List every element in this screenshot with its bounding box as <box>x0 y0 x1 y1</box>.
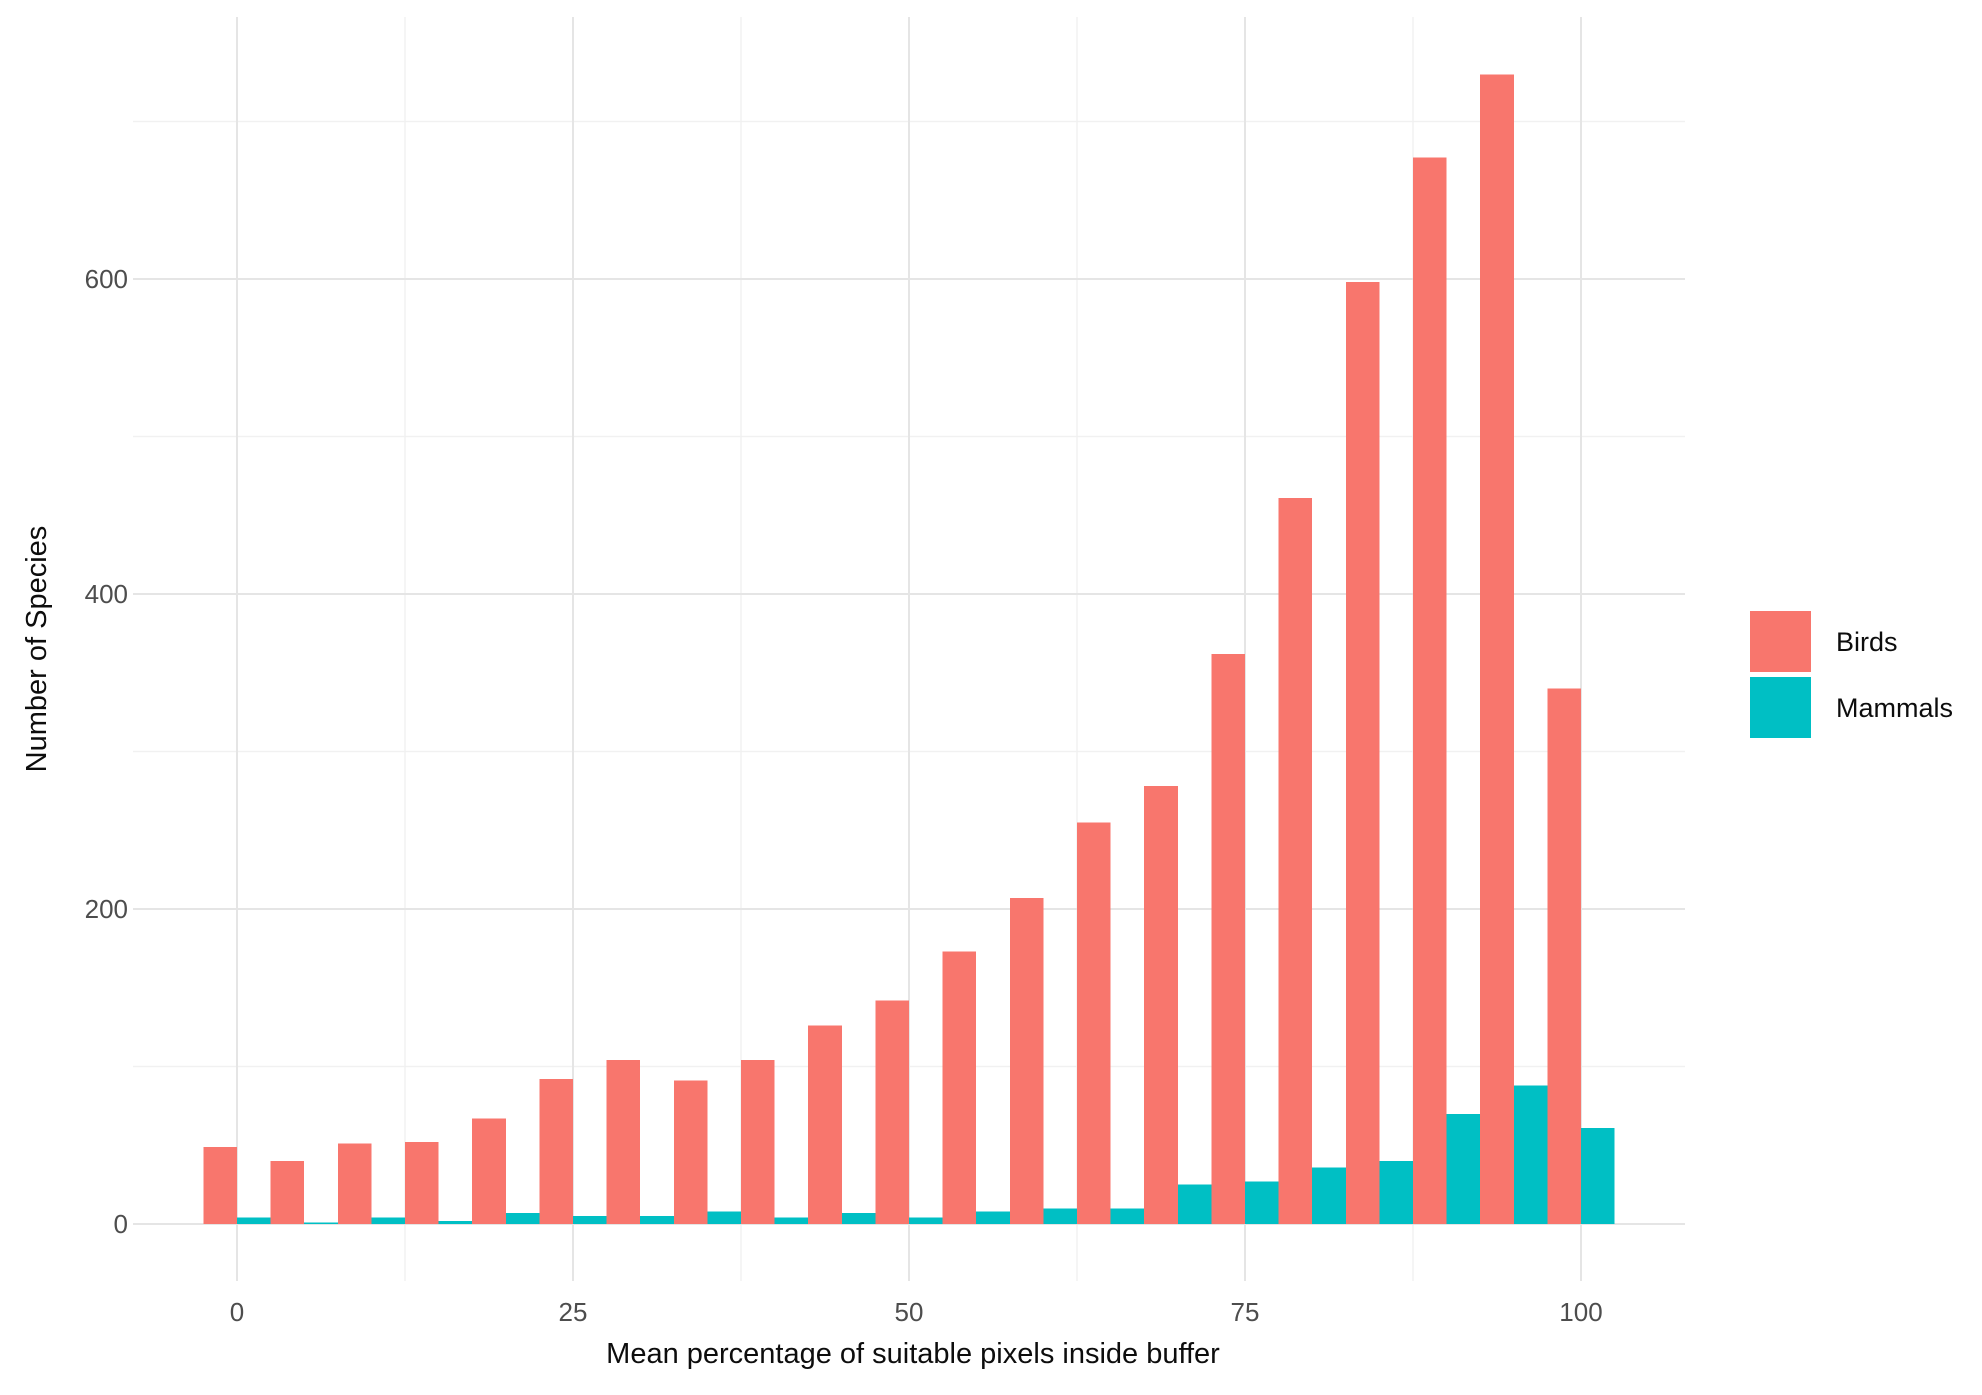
bar-mammals <box>841 1212 876 1224</box>
x-tick-label: 75 <box>1231 1297 1260 1327</box>
bar-mammals <box>774 1217 809 1224</box>
bar-birds <box>337 1143 372 1224</box>
bar-mammals <box>1446 1113 1481 1224</box>
x-axis-title: Mean percentage of suitable pixels insid… <box>606 1338 1220 1370</box>
x-axis-tick-labels: 0 25 50 75 100 <box>230 1297 1603 1327</box>
x-tick-label: 50 <box>895 1297 924 1327</box>
y-tick-label: 600 <box>85 264 128 294</box>
legend: Birds Mammals <box>1750 611 1953 738</box>
bar-mammals <box>1513 1085 1548 1224</box>
bar-mammals <box>304 1222 338 1224</box>
bars <box>203 74 1615 1225</box>
legend-label-birds: Birds <box>1836 627 1898 657</box>
bar-birds <box>741 1060 775 1224</box>
bar-mammals <box>371 1217 405 1224</box>
bar-mammals <box>237 1217 271 1224</box>
bar-mammals <box>909 1217 943 1224</box>
bar-birds <box>203 1146 237 1224</box>
bar-mammals <box>707 1211 741 1224</box>
y-axis-tick-labels: 0 200 400 600 <box>85 264 128 1239</box>
bar-mammals <box>1312 1167 1346 1224</box>
bar-birds <box>270 1161 305 1224</box>
y-tick-label: 400 <box>85 579 128 609</box>
bar-birds <box>1278 497 1313 1224</box>
bar-mammals <box>1379 1161 1413 1224</box>
bar-birds <box>673 1080 708 1224</box>
x-tick-label: 25 <box>559 1297 588 1327</box>
bar-mammals <box>1177 1184 1212 1224</box>
bar-birds <box>942 951 977 1224</box>
bar-birds <box>405 1142 439 1224</box>
bar-mammals <box>976 1211 1010 1224</box>
bar-birds <box>1211 653 1245 1224</box>
bar-birds <box>1009 897 1044 1224</box>
bar-birds <box>472 1118 506 1224</box>
bar-birds <box>808 1025 842 1224</box>
bar-mammals <box>1043 1208 1077 1224</box>
bar-mammals <box>1245 1181 1279 1224</box>
bar-mammals <box>573 1216 607 1224</box>
legend-label-mammals: Mammals <box>1836 693 1953 723</box>
bar-birds <box>1077 822 1111 1224</box>
y-tick-label: 0 <box>114 1209 128 1239</box>
bar-birds <box>539 1079 573 1224</box>
bar-birds <box>1547 688 1581 1224</box>
x-tick-label: 100 <box>1559 1297 1602 1327</box>
bar-birds <box>1345 282 1380 1224</box>
bar-mammals <box>1581 1127 1615 1224</box>
bar-mammals <box>640 1216 674 1224</box>
bar-mammals <box>1110 1208 1145 1224</box>
bar-mammals <box>505 1212 540 1224</box>
bar-birds <box>875 1000 909 1224</box>
y-tick-label: 200 <box>85 894 128 924</box>
legend-swatch-mammals <box>1750 677 1811 738</box>
legend-swatch-birds <box>1750 611 1811 672</box>
bar-mammals <box>438 1220 473 1224</box>
bar-birds <box>1413 157 1447 1225</box>
bar-birds <box>1144 786 1178 1224</box>
x-tick-label: 0 <box>230 1297 244 1327</box>
bar-birds <box>1480 74 1514 1224</box>
bar-birds <box>606 1060 641 1224</box>
y-axis-title: Number of Species <box>21 526 53 773</box>
